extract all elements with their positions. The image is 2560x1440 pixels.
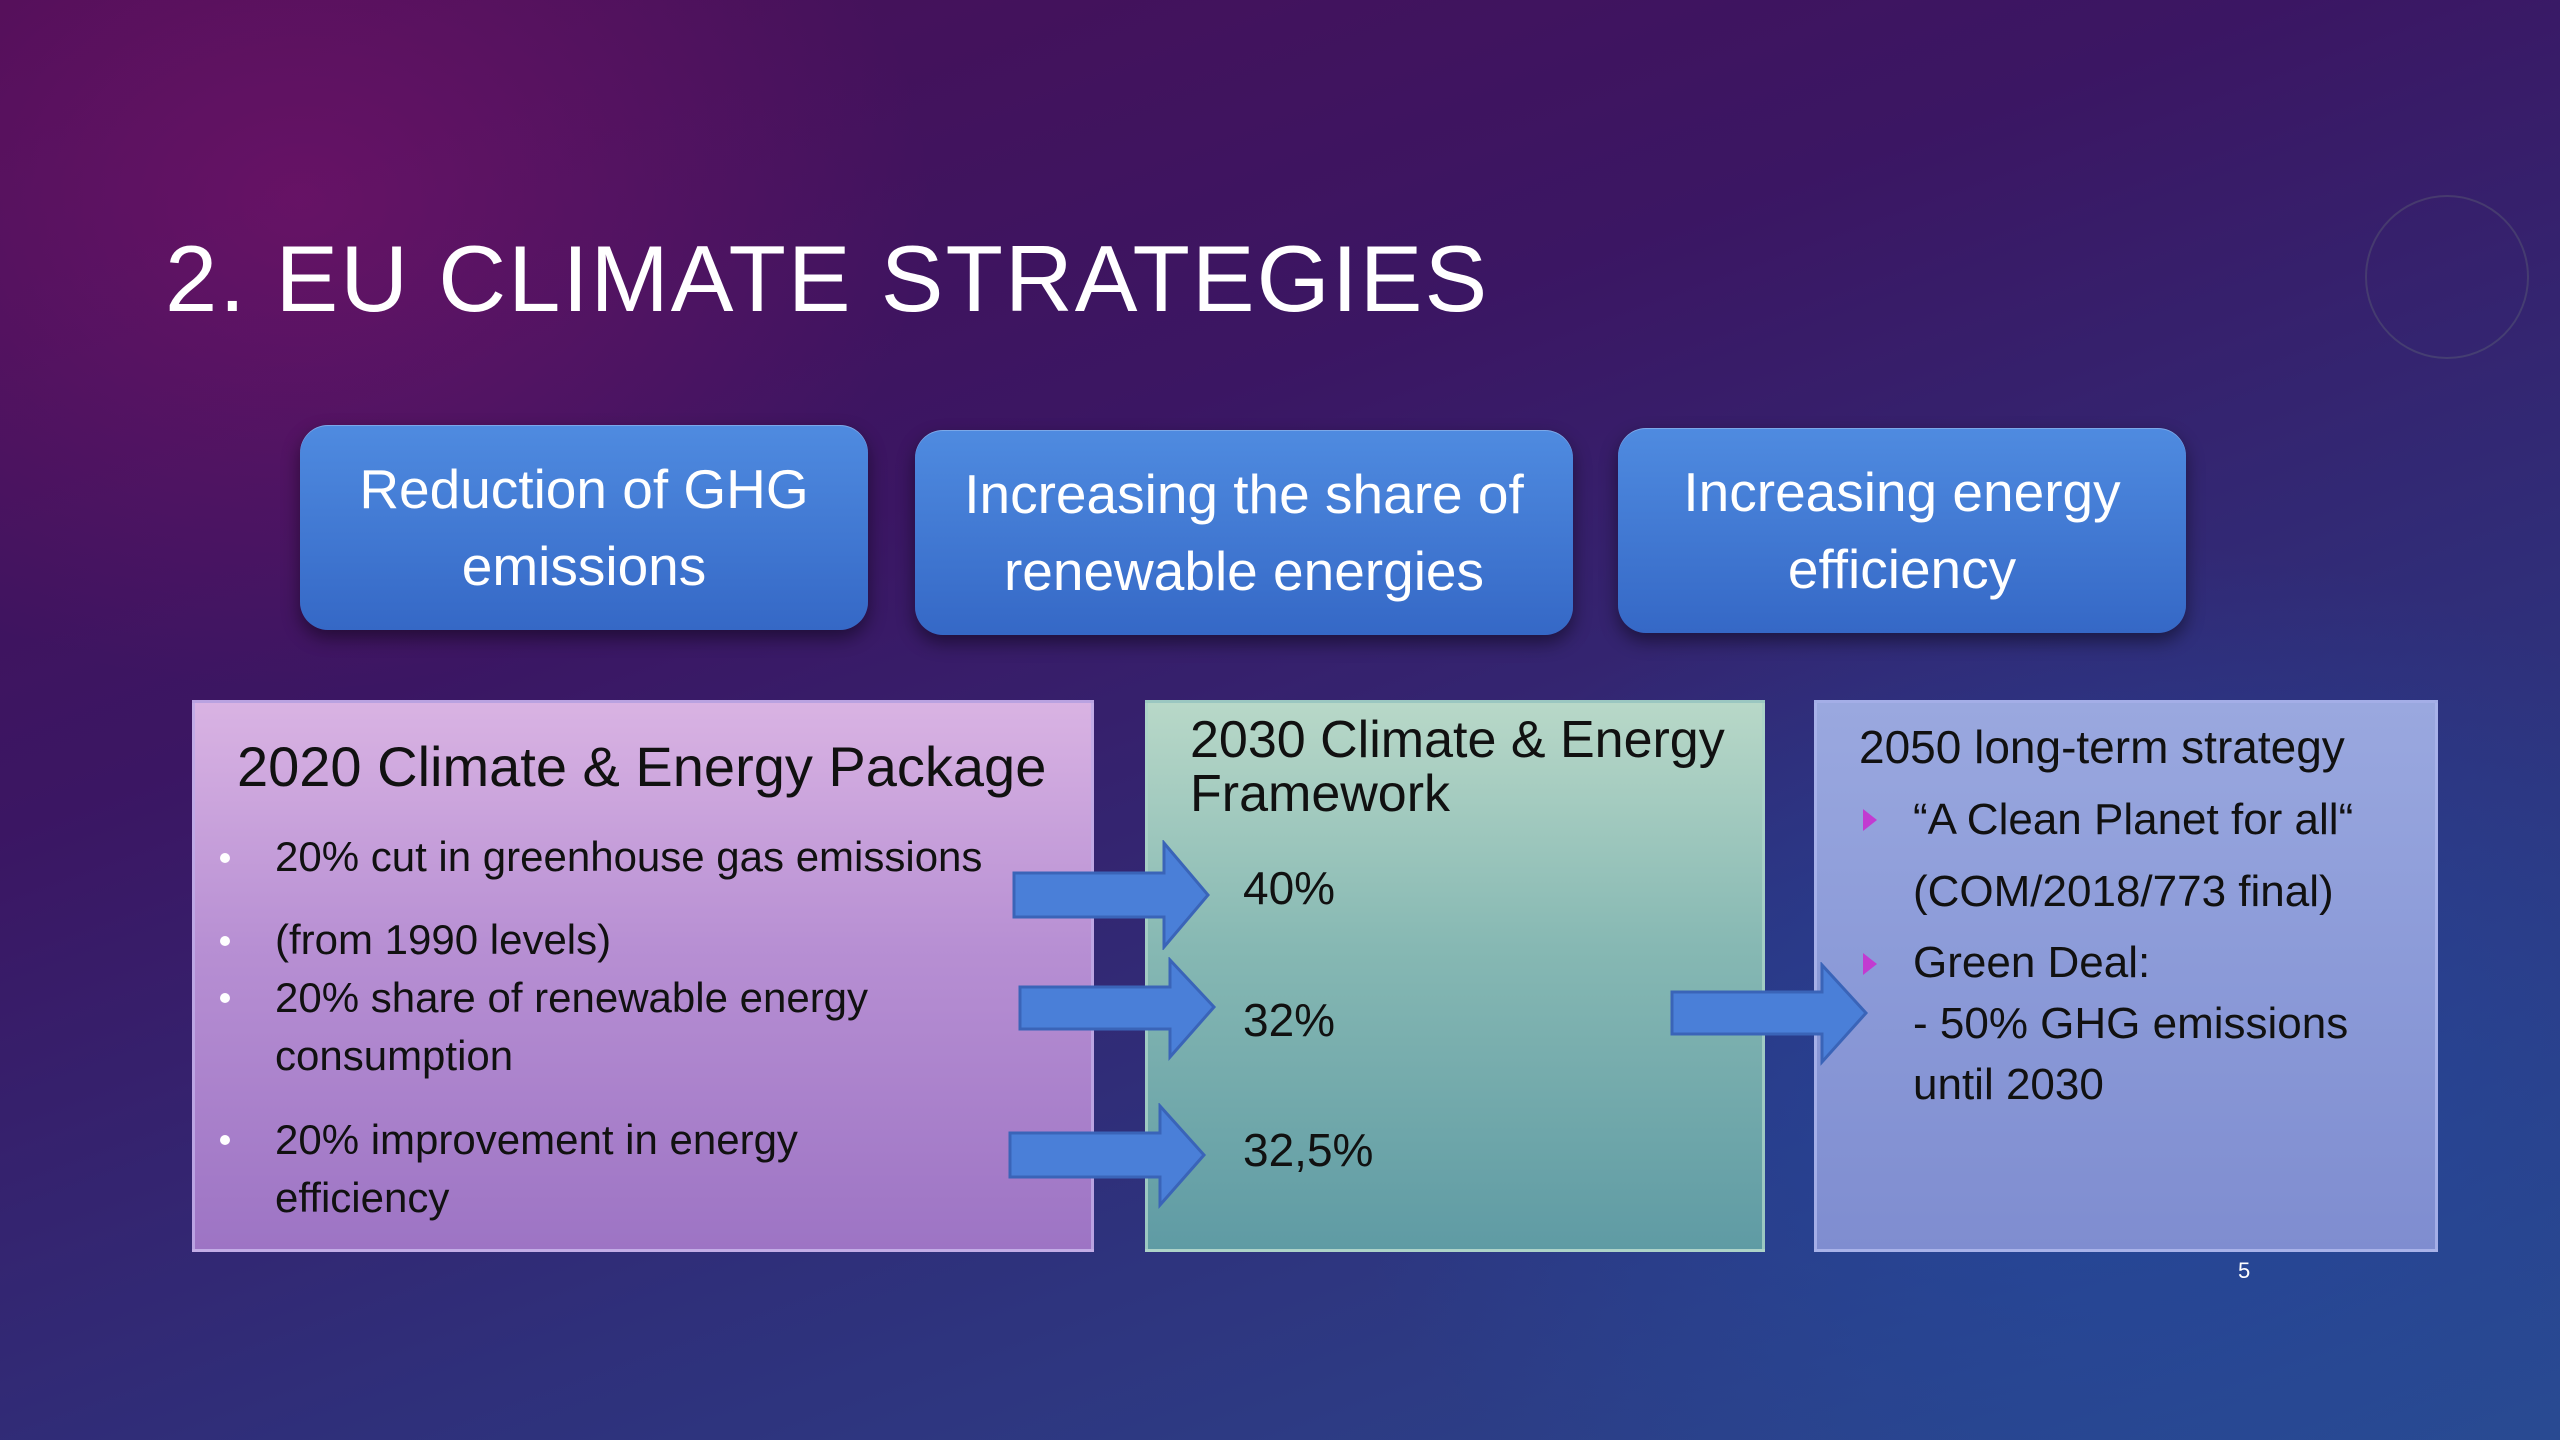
arrow-right-icon — [1670, 962, 1869, 1066]
slide-title: 2. EU CLIMATE STRATEGIES — [165, 226, 1490, 331]
item-text: (COM/2018/773 final) — [1913, 867, 2334, 916]
bullet-text: (from 1990 levels) — [275, 916, 612, 963]
item-text: - 50% GHG emissions — [1913, 999, 2349, 1048]
bullet-dot-icon — [220, 853, 230, 863]
bullet-dot-icon — [220, 1135, 230, 1145]
pill-line: emissions — [461, 534, 707, 597]
arrow-right-icon — [1008, 1103, 1207, 1209]
pill-ghg-reduction: Reduction of GHG emissions — [300, 425, 868, 630]
pill-line: efficiency — [1787, 537, 2017, 600]
bullet-text: consumption — [275, 1032, 514, 1079]
box-2030-heading-line: Framework — [1190, 765, 1451, 823]
item-text: Green Deal: — [1913, 938, 2151, 987]
decorative-ring — [2365, 195, 2529, 359]
bullet-dot-icon — [220, 993, 230, 1003]
item-text: “A Clean Planet for all“ — [1913, 795, 2354, 844]
value-renewables-2030: 32% — [1243, 994, 1336, 1046]
arrow-right-icon — [1012, 840, 1210, 950]
bullet-text: efficiency — [275, 1174, 450, 1221]
value-efficiency-2030: 32,5% — [1243, 1124, 1374, 1176]
box-2030-framework: 2030 Climate & Energy Framework 40% 32% … — [1145, 700, 1765, 1252]
bullet-triangle-icon — [1863, 953, 1877, 975]
item-text: until 2030 — [1913, 1060, 2104, 1109]
pill-line: Reduction of GHG — [359, 457, 809, 520]
value-ghg-2030: 40% — [1243, 862, 1336, 914]
box-2050-heading: 2050 long-term strategy — [1859, 721, 2345, 773]
bullet-text: 20% improvement in energy — [275, 1116, 798, 1163]
bullet-text: 20% cut in greenhouse gas emissions — [275, 833, 983, 880]
box-2020-package: 2020 Climate & Energy Package 20% cut in… — [192, 700, 1094, 1252]
bullet-text: 20% share of renewable energy — [275, 974, 869, 1021]
box-2020-heading: 2020 Climate & Energy Package — [237, 735, 1047, 798]
pill-line: renewable energies — [1003, 539, 1485, 602]
pill-renewables: Increasing the share of renewable energi… — [915, 430, 1573, 635]
page-number: 5 — [2238, 1258, 2251, 1283]
pill-line: Increasing energy — [1683, 460, 2121, 523]
box-2030-heading-line: 2030 Climate & Energy — [1190, 711, 1725, 769]
bullet-dot-icon — [220, 936, 230, 946]
box-2050-strategy: 2050 long-term strategy “A Clean Planet … — [1814, 700, 2438, 1252]
pill-energy-efficiency: Increasing energy efficiency — [1618, 428, 2186, 633]
pill-line: Increasing the share of — [964, 462, 1524, 525]
arrow-right-icon — [1018, 957, 1217, 1061]
bullet-triangle-icon — [1863, 809, 1877, 831]
